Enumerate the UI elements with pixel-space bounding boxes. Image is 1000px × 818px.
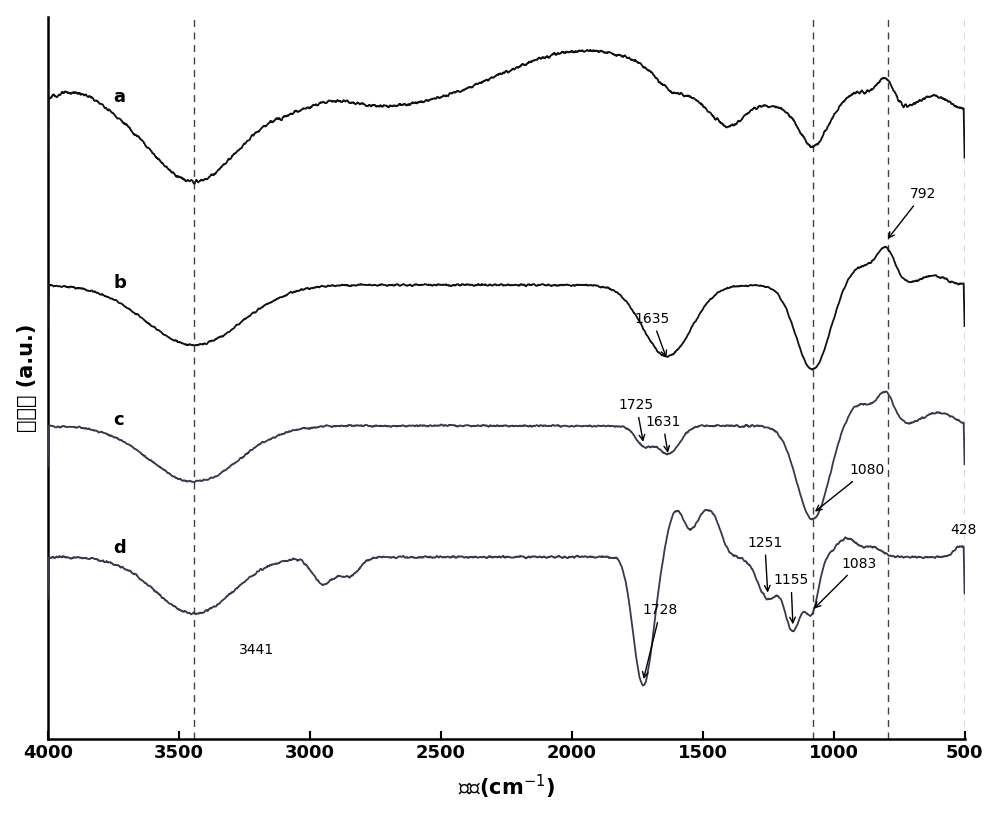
Text: 1728: 1728 xyxy=(643,603,678,677)
Text: c: c xyxy=(113,411,124,429)
Text: 1155: 1155 xyxy=(773,573,809,622)
Text: 1251: 1251 xyxy=(747,536,782,591)
Y-axis label: 透射率 (a.u.): 透射率 (a.u.) xyxy=(17,324,37,432)
Text: 1631: 1631 xyxy=(645,415,680,452)
Text: 1635: 1635 xyxy=(635,312,670,356)
Text: a: a xyxy=(113,88,125,106)
Text: b: b xyxy=(113,274,126,292)
Text: 428: 428 xyxy=(950,524,977,537)
Text: 3441: 3441 xyxy=(239,644,274,658)
Text: 1083: 1083 xyxy=(815,556,877,608)
Text: 1725: 1725 xyxy=(619,398,654,440)
X-axis label: 波长(cm$^{-1}$): 波长(cm$^{-1}$) xyxy=(458,773,555,802)
Text: 1080: 1080 xyxy=(816,463,885,510)
Text: 792: 792 xyxy=(889,187,936,238)
Text: d: d xyxy=(113,539,126,557)
